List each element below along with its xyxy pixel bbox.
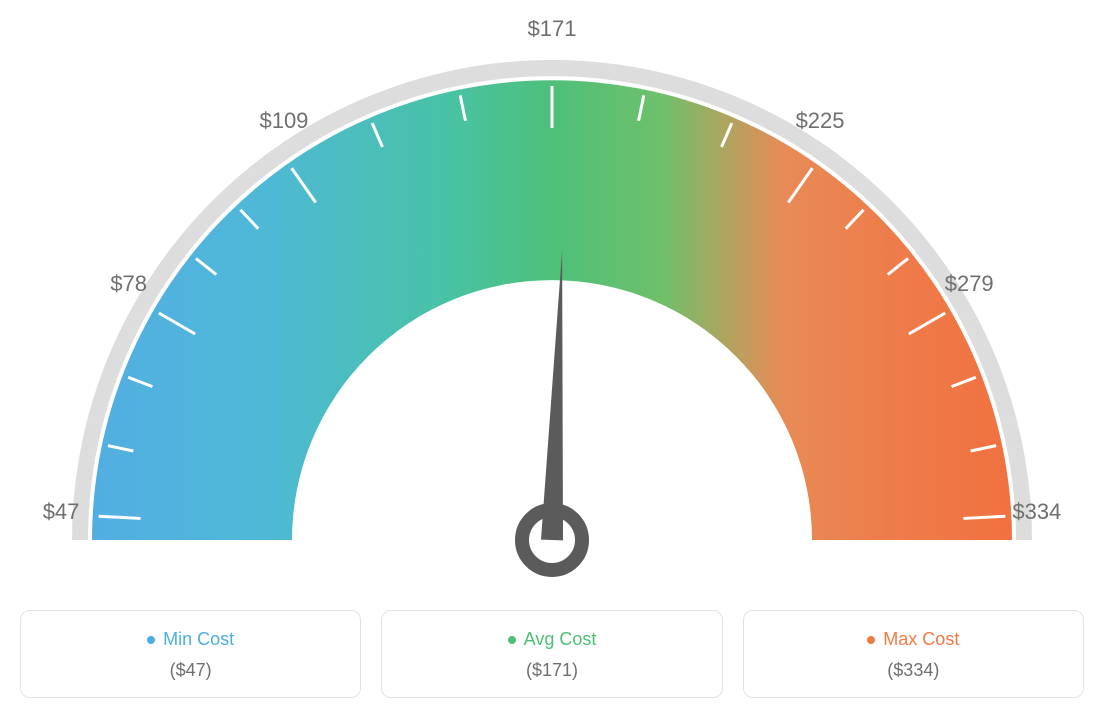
legend-dot-avg [508,636,516,644]
svg-text:$47: $47 [43,499,80,524]
legend-title-min: Min Cost [147,629,234,650]
legend-box-min: Min Cost ($47) [20,610,361,698]
legend-label-min: Min Cost [163,629,234,650]
legend-value-avg: ($171) [392,660,711,681]
svg-text:$334: $334 [1012,499,1061,524]
legend-dot-max [867,636,875,644]
legend-box-avg: Avg Cost ($171) [381,610,722,698]
svg-text:$279: $279 [945,271,994,296]
legend-row: Min Cost ($47) Avg Cost ($171) Max Cost … [20,610,1084,698]
svg-text:$78: $78 [110,271,147,296]
legend-box-max: Max Cost ($334) [743,610,1084,698]
legend-dot-min [147,636,155,644]
svg-text:$109: $109 [259,108,308,133]
legend-label-avg: Avg Cost [524,629,597,650]
svg-text:$225: $225 [796,108,845,133]
legend-value-min: ($47) [31,660,350,681]
legend-title-avg: Avg Cost [508,629,597,650]
gauge-svg: $47 $78 $109 $171 $225 $279 $334 [20,20,1084,580]
legend-value-max: ($334) [754,660,1073,681]
gauge-chart: $47 $78 $109 $171 $225 $279 $334 [20,20,1084,580]
svg-text:$171: $171 [528,20,577,41]
legend-label-max: Max Cost [883,629,959,650]
legend-title-max: Max Cost [867,629,959,650]
cost-gauge-widget: $47 $78 $109 $171 $225 $279 $334 Min Cost ($47… [20,20,1084,698]
